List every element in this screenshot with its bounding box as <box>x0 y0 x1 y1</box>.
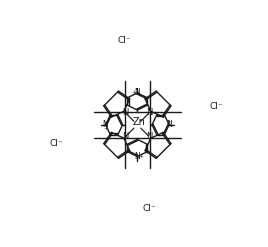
Text: N: N <box>135 152 140 161</box>
Text: +: + <box>132 90 136 95</box>
Text: +: + <box>167 119 172 124</box>
Text: N: N <box>166 120 172 129</box>
Text: Zn: Zn <box>133 117 146 127</box>
Text: N: N <box>135 88 140 97</box>
Text: Cl⁻: Cl⁻ <box>143 204 157 213</box>
Text: N: N <box>122 132 129 141</box>
Text: N: N <box>122 108 129 117</box>
Text: N: N <box>146 132 152 141</box>
Text: +: + <box>138 154 143 159</box>
Text: Cl⁻: Cl⁻ <box>117 36 131 45</box>
Text: N: N <box>103 120 109 129</box>
Text: Cl⁻: Cl⁻ <box>50 139 63 148</box>
Text: N: N <box>146 108 152 117</box>
Text: Cl⁻: Cl⁻ <box>210 102 223 111</box>
Text: +: + <box>103 126 108 131</box>
